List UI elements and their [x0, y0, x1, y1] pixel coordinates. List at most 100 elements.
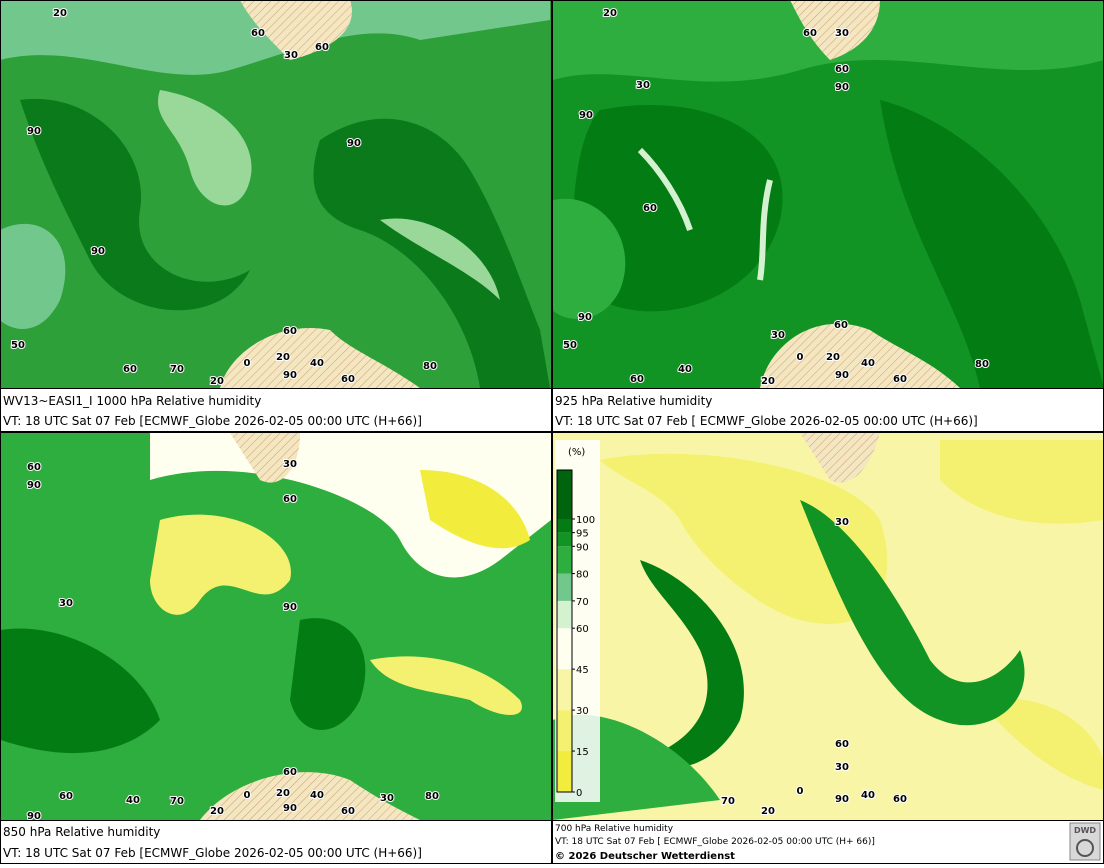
contour-label: 20	[826, 352, 840, 363]
contour-label: 60	[341, 806, 355, 817]
legend-band	[557, 573, 572, 601]
contour-label: 90	[27, 811, 41, 822]
contour-label: 60	[341, 374, 355, 385]
contour-label: 70	[721, 796, 735, 807]
contour-label: 60	[59, 791, 73, 802]
legend-label: 15	[576, 747, 589, 758]
contour-label: 30	[59, 598, 73, 609]
legend-label: 100	[576, 515, 595, 526]
contour-label: 60	[893, 794, 907, 805]
legend-band	[557, 519, 572, 533]
contour-label: 40	[310, 358, 324, 369]
valid-time: VT: 18 UTC Sat 07 Feb [ ECMWF_Globe 2026…	[555, 837, 875, 847]
copyright: © 2026 Deutscher Wetterdienst	[555, 851, 735, 862]
legend: 0 15 30 45 60 70 80 90 95 100	[556, 469, 595, 799]
contour-label: 90	[27, 126, 41, 137]
contour-label: 60	[803, 28, 817, 39]
contour-label: 0	[244, 790, 251, 801]
contour-label: 70	[170, 796, 184, 807]
panel-title: 850 hPa Relative humidity	[3, 825, 160, 839]
legend-band	[557, 710, 572, 752]
legend-frame	[556, 469, 573, 793]
valid-time: VT: 18 UTC Sat 07 Feb [ ECMWF_Globe 2026…	[555, 414, 978, 428]
contour-label: 60	[27, 462, 41, 473]
contour-label: 20	[761, 376, 775, 387]
panel-title: 925 hPa Relative humidity	[555, 394, 712, 408]
contour-label: 30	[636, 80, 650, 91]
contour-label: 0	[797, 352, 804, 363]
legend-band	[557, 628, 572, 670]
legend-band	[557, 470, 572, 519]
contour-label: 60	[283, 494, 297, 505]
contour-label: 0	[797, 786, 804, 797]
map-700hpa	[553, 433, 1103, 820]
contour-label: 90	[283, 602, 297, 613]
contour-label: 90	[835, 82, 849, 93]
legend-band	[557, 669, 572, 711]
map-850hpa	[1, 433, 551, 820]
contour-label: 90	[578, 312, 592, 323]
contour-label: 60	[251, 28, 265, 39]
map-1000hpa	[1, 1, 551, 388]
panel-title: 700 hPa Relative humidity	[555, 824, 674, 834]
contour-label: 90	[579, 110, 593, 121]
map-925hpa	[553, 1, 1103, 388]
contour-label: 40	[861, 790, 875, 801]
legend-label: 60	[576, 624, 589, 635]
contour-label: 40	[310, 790, 324, 801]
contour-label: 20	[603, 8, 617, 19]
contour-label: 20	[210, 376, 224, 387]
legend-label: 0	[576, 788, 582, 799]
contour-label: 60	[643, 203, 657, 214]
logo-swirl	[1076, 839, 1094, 857]
logo: DWD	[1074, 826, 1096, 835]
valid-time: VT: 18 UTC Sat 07 Feb [ECMWF_Globe 2026-…	[3, 846, 422, 860]
panel-frame	[0, 0, 552, 432]
contour-label: 90	[347, 138, 361, 149]
valid-time: VT: 18 UTC Sat 07 Feb [ECMWF_Globe 2026-…	[3, 414, 422, 428]
contour-label: 20	[210, 806, 224, 817]
contour-label: 80	[425, 791, 439, 802]
legend-band	[557, 600, 572, 629]
contour-label: 20	[276, 788, 290, 799]
contour-label: 60	[893, 374, 907, 385]
contour-labels: 20 60 30 60 90 90 90 60 50 0 20 40 60 70 20 90 60 80 20 60 3…	[10, 7, 990, 823]
contour-label: 70	[170, 364, 184, 375]
legend-label: 80	[576, 570, 589, 581]
contour-label: 30	[835, 517, 849, 528]
contour-label: 30	[835, 28, 849, 39]
contour-label: 60	[283, 326, 297, 337]
contour-label: 30	[283, 459, 297, 470]
contour-label: 90	[835, 370, 849, 381]
legend-band	[557, 532, 572, 547]
contour-label: 40	[126, 795, 140, 806]
contour-label: 20	[276, 352, 290, 363]
contour-label: 90	[91, 246, 105, 257]
contour-label: 90	[27, 480, 41, 491]
contour-label: 20	[761, 806, 775, 817]
contour-label: 60	[283, 767, 297, 778]
legend-label: 95	[576, 529, 589, 540]
contour-label: 60	[834, 320, 848, 331]
legend-band	[557, 751, 572, 792]
contour-label: 60	[835, 739, 849, 750]
contour-label: 80	[423, 361, 437, 372]
legend-band	[557, 546, 572, 574]
legend-label: 45	[576, 665, 589, 676]
contour-label: 90	[283, 803, 297, 814]
contour-label: 60	[835, 64, 849, 75]
legend-label: 70	[576, 597, 589, 608]
contour-label: 80	[975, 359, 989, 370]
contour-label: 60	[315, 42, 329, 53]
contour-label: 30	[284, 50, 298, 61]
contour-label: 30	[771, 330, 785, 341]
contour-label: 30	[835, 762, 849, 773]
legend-label: 30	[576, 706, 589, 717]
contour-label: 60	[630, 374, 644, 385]
logo-box	[1069, 822, 1101, 861]
contour-label: 90	[835, 794, 849, 805]
contour-label: 50	[563, 340, 577, 351]
contour-label: 40	[678, 364, 692, 375]
panel-title: WV13~EASI1_I 1000 hPa Relative humidity	[3, 394, 261, 408]
